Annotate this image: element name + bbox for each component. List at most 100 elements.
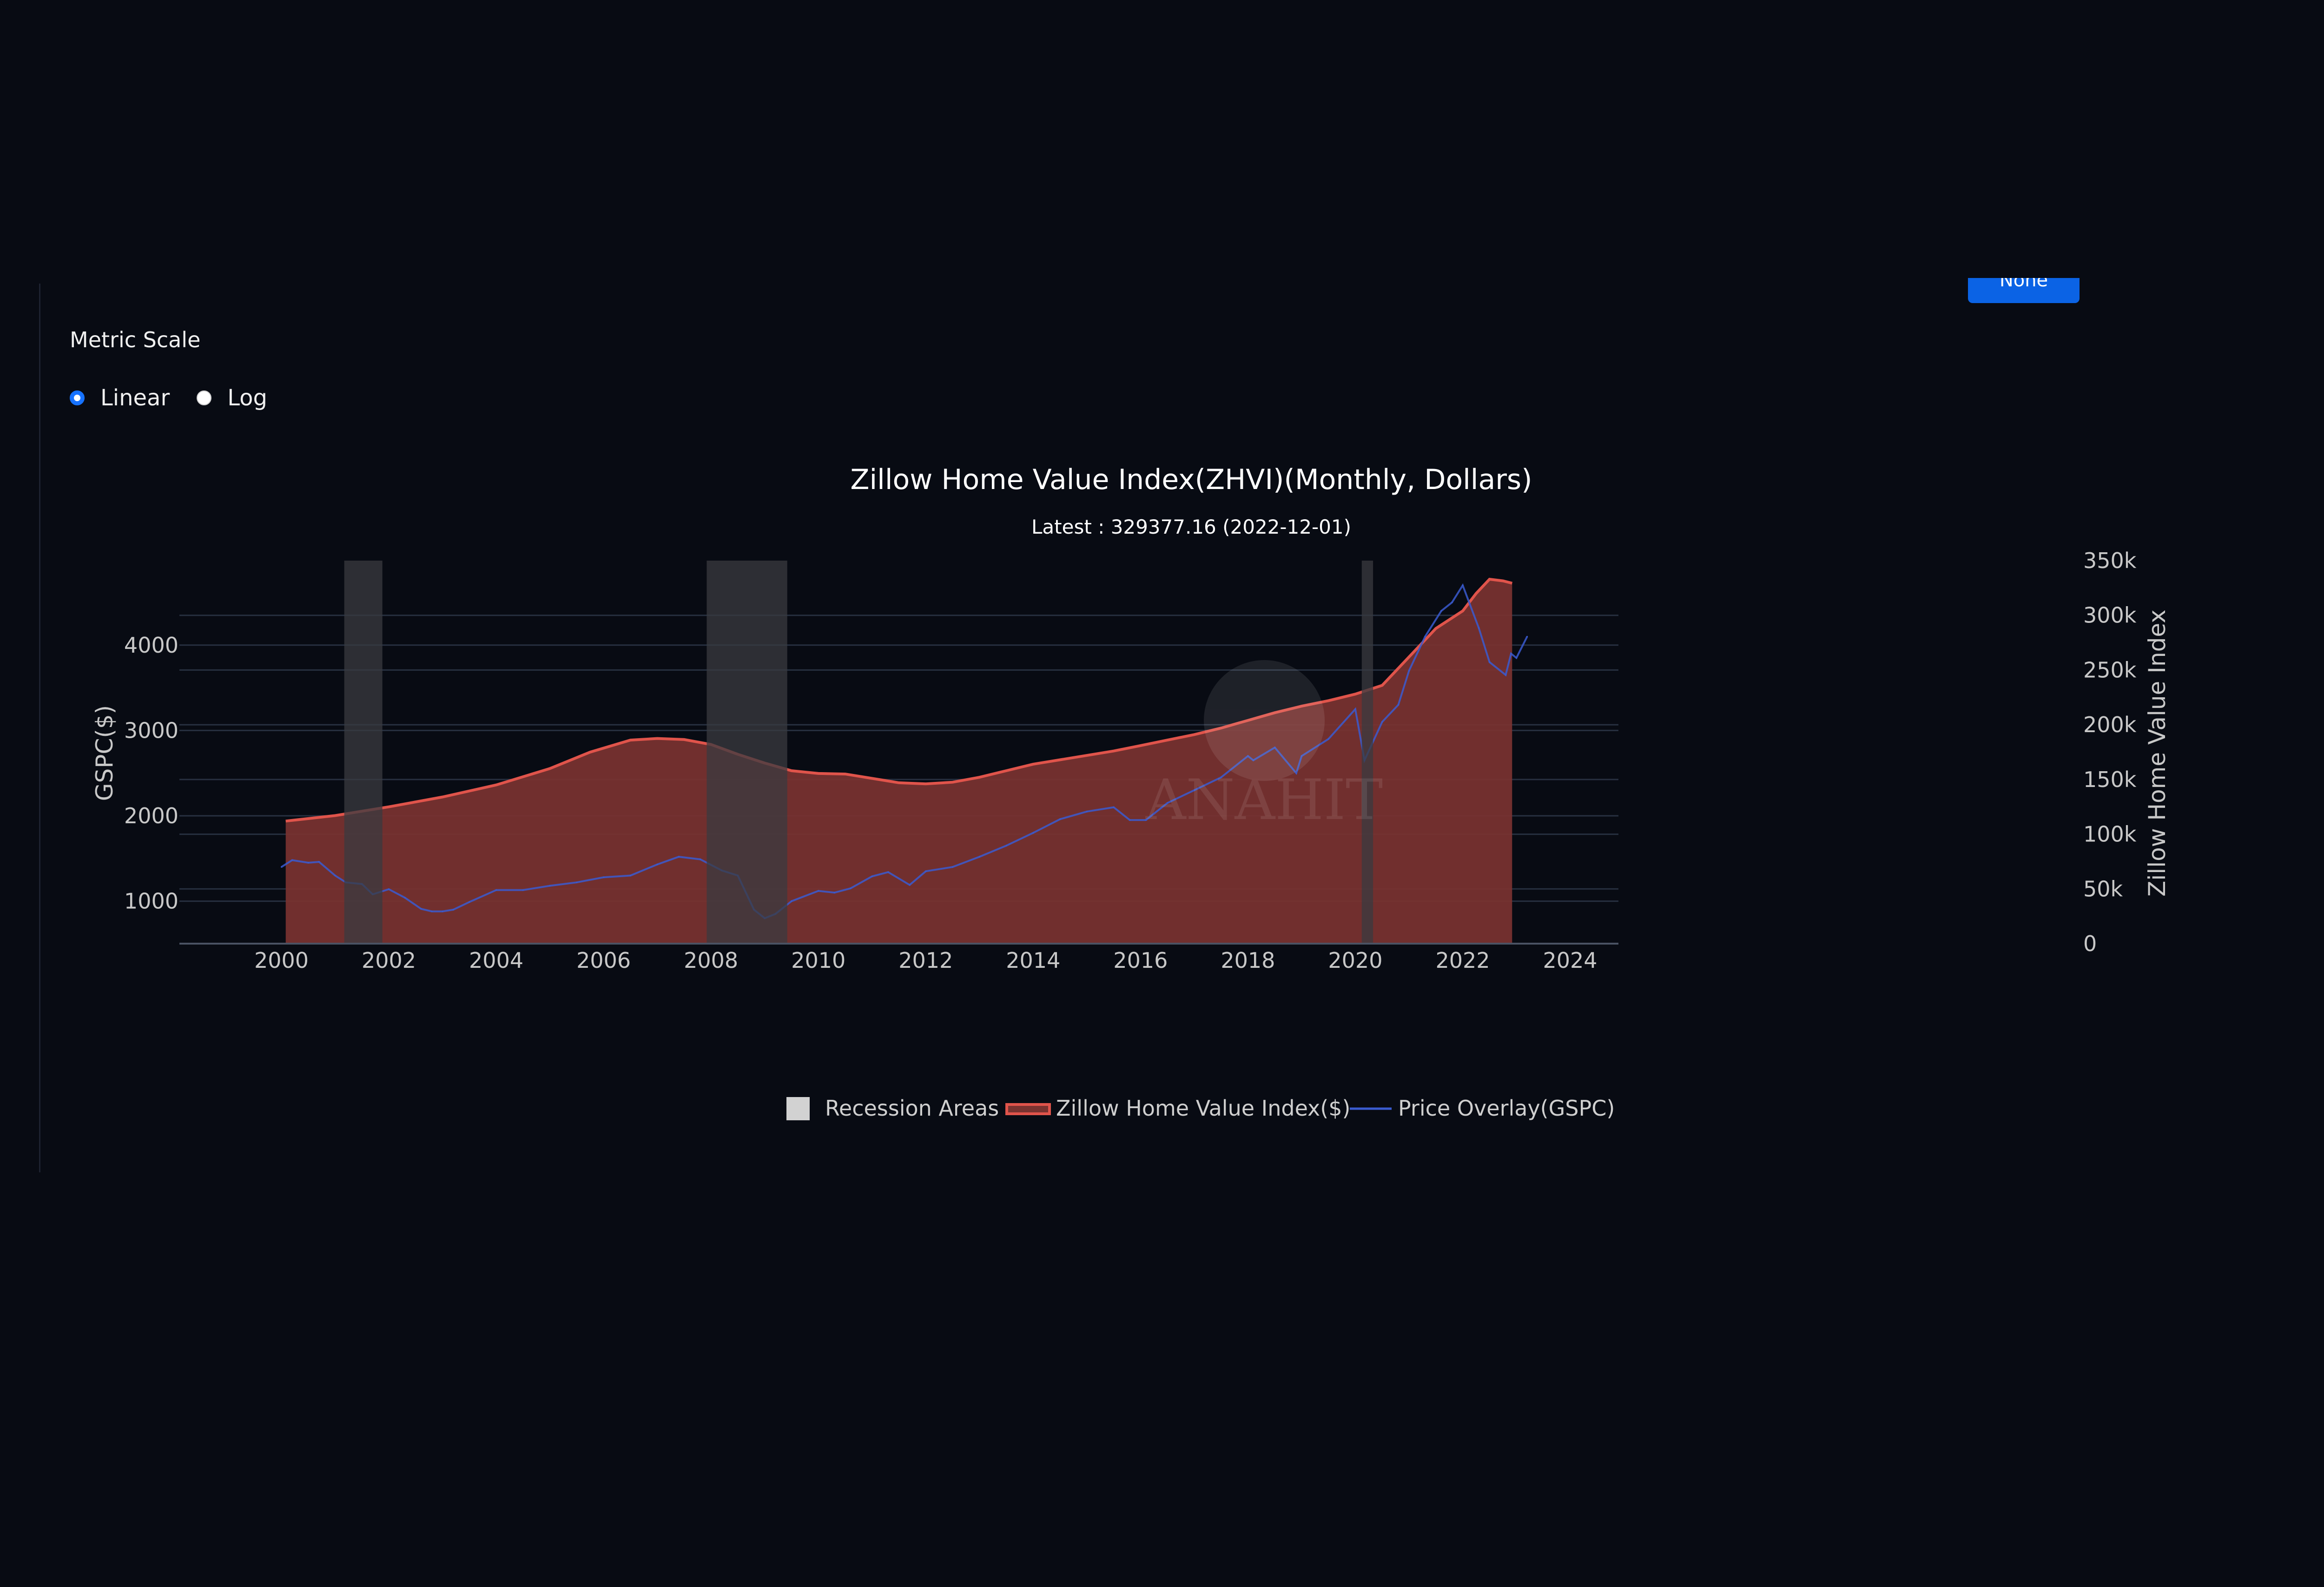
gspc-point — [1408, 670, 1410, 672]
radio-log-label[interactable]: Log — [227, 385, 267, 411]
recession-band — [706, 561, 787, 944]
gspc-point — [1005, 845, 1007, 846]
gspc-point — [1397, 704, 1399, 706]
y-right-tick-label: 350k — [2083, 548, 2137, 573]
y-right-title: Zillow Home Value Index — [2144, 609, 2171, 897]
gspc-point — [1032, 832, 1034, 834]
x-tick-label: 2024 — [1543, 948, 1597, 973]
gspc-point — [1510, 653, 1512, 655]
y-right-tick-label: 200k — [2083, 712, 2137, 737]
x-tick-label: 2006 — [576, 948, 631, 973]
x-tick-label: 2002 — [362, 948, 416, 973]
gspc-point — [1167, 802, 1169, 804]
legend-zhvi-swatch — [1005, 1103, 1051, 1115]
legend-zhvi-label: Zillow Home Value Index($) — [1056, 1096, 1350, 1121]
gspc-point — [1059, 818, 1061, 820]
y-right-tick-label: 50k — [2083, 876, 2123, 901]
gspc-point — [1440, 610, 1442, 612]
y-left-tick-label: 4000 — [124, 633, 178, 658]
gspc-point — [1145, 819, 1147, 821]
gspc-point — [629, 875, 631, 876]
gspc-point — [700, 859, 701, 860]
gspc-point — [1451, 602, 1453, 603]
gspc-point — [818, 890, 819, 892]
gspc-point — [791, 900, 792, 902]
x-tick-label: 2022 — [1435, 948, 1490, 973]
gspc-point — [334, 875, 336, 876]
y-left-title: GSPC($) — [91, 705, 118, 801]
gspc-point — [1424, 635, 1426, 637]
gspc-point — [1526, 635, 1528, 637]
legend-recession-swatch — [786, 1097, 810, 1120]
gspc-point — [1274, 747, 1276, 748]
gspc-point — [1113, 807, 1115, 808]
legend-recession-label: Recession Areas — [825, 1096, 999, 1121]
gspc-point — [307, 862, 309, 864]
gspc-point — [1516, 657, 1517, 659]
gspc-point — [1462, 584, 1464, 586]
y-right-tick-label: 300k — [2083, 603, 2137, 628]
y-right-tick-label: 150k — [2083, 767, 2137, 792]
gspc-point — [925, 870, 927, 872]
y-right-tick-label: 100k — [2083, 822, 2137, 847]
x-tick-label: 2012 — [898, 948, 953, 973]
gspc-point — [603, 876, 605, 878]
gspc-point — [1505, 674, 1506, 676]
x-tick-label: 2020 — [1328, 948, 1382, 973]
x-tick-label: 2000 — [254, 948, 309, 973]
metric-scale-label: Metric Scale — [70, 327, 201, 352]
chart-title: Zillow Home Value Index(ZHVI)(Monthly, D… — [850, 463, 1532, 496]
gspc-point — [887, 871, 889, 873]
radio-log[interactable] — [197, 390, 212, 405]
y-right-tick-label: 250k — [2083, 657, 2137, 682]
gspc-point — [549, 885, 551, 886]
gspc-point — [850, 887, 852, 889]
gspc-point — [576, 881, 578, 883]
x-tick-label: 2014 — [1006, 948, 1060, 973]
watermark: ANAHIT — [1145, 660, 1383, 833]
legend: Recession Areas Zillow Home Value Index(… — [786, 1096, 1615, 1121]
gspc-line — [281, 583, 1528, 919]
top-action-button[interactable]: None — [1968, 278, 2080, 303]
y-left-tick-label: 3000 — [124, 718, 178, 743]
x-tick-label: 2010 — [791, 948, 845, 973]
gspc-point — [833, 892, 835, 893]
gspc-point — [318, 861, 320, 863]
x-tick-label: 2008 — [684, 948, 738, 973]
gspc-point — [431, 911, 433, 913]
zhvi-area — [285, 579, 1512, 944]
gspc-point — [1252, 760, 1254, 761]
y-right-tick-label: 0 — [2083, 931, 2097, 956]
legend-gspc-label: Price Overlay(GSPC) — [1398, 1096, 1615, 1121]
recession-band — [344, 561, 383, 944]
gspc-point — [871, 875, 873, 877]
y-left-tick-label: 1000 — [124, 889, 178, 914]
gspc-point — [656, 864, 658, 866]
gspc-point — [1247, 755, 1249, 757]
radio-linear[interactable] — [70, 390, 85, 405]
gspc-point — [952, 866, 953, 868]
x-tick-label: 2016 — [1113, 948, 1168, 973]
gspc-point — [1327, 738, 1329, 740]
metric-scale-radio-group: Linear Log — [70, 384, 294, 412]
panel-divider — [39, 284, 40, 1172]
gspc-point — [452, 909, 454, 911]
gspc-point — [1489, 661, 1491, 663]
radio-linear-label[interactable]: Linear — [100, 385, 170, 411]
gspc-point — [1129, 819, 1131, 821]
gspc-point — [1193, 789, 1195, 791]
gspc-point — [1301, 755, 1302, 757]
gspc-point — [495, 889, 497, 891]
chart-subtitle: Latest : 329377.16 (2022-12-01) — [1031, 516, 1351, 538]
recession-band — [1361, 561, 1373, 944]
gspc-point — [522, 889, 524, 891]
x-tick-label: 2018 — [1221, 948, 1275, 973]
gspc-point — [1220, 776, 1222, 778]
gspc-point — [1295, 772, 1297, 774]
gspc-point — [978, 856, 980, 858]
gspc-point — [404, 897, 406, 899]
gspc-point — [281, 866, 282, 868]
gspc-point — [1478, 627, 1480, 629]
